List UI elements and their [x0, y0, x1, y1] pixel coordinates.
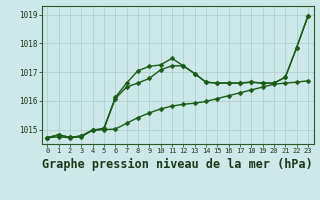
X-axis label: Graphe pression niveau de la mer (hPa): Graphe pression niveau de la mer (hPa): [42, 158, 313, 171]
